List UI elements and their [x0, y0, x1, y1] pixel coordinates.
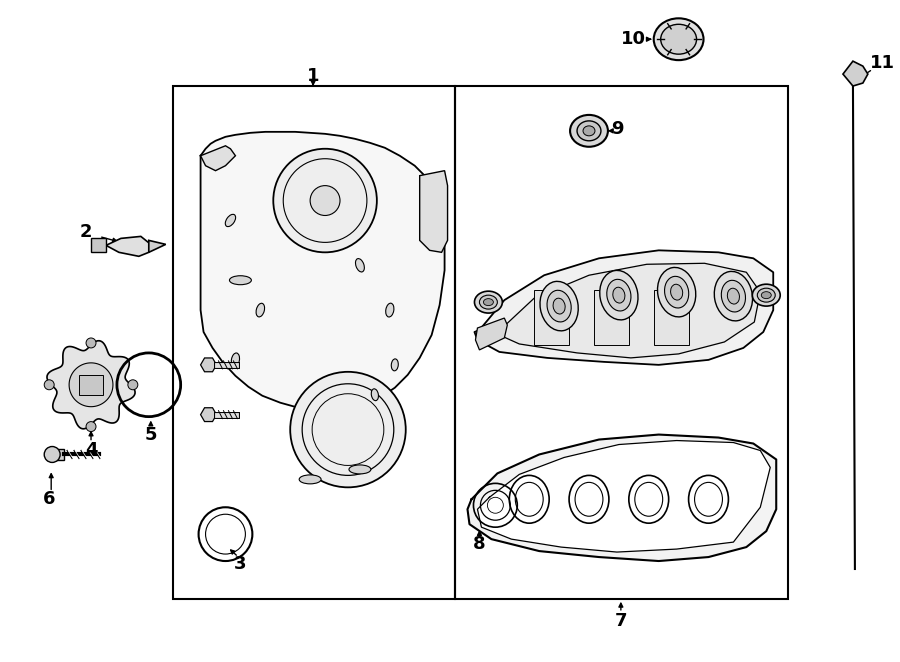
Text: 9: 9	[610, 120, 623, 138]
Circle shape	[310, 185, 340, 216]
Text: 1: 1	[307, 67, 320, 85]
Ellipse shape	[231, 353, 239, 367]
Polygon shape	[500, 263, 760, 358]
Bar	[653, 290, 688, 345]
Text: 7: 7	[615, 612, 627, 630]
Ellipse shape	[757, 288, 775, 302]
Bar	[79, 375, 103, 395]
Ellipse shape	[670, 284, 683, 300]
Text: 2: 2	[80, 223, 93, 242]
Circle shape	[44, 446, 60, 463]
Circle shape	[86, 338, 96, 348]
Ellipse shape	[230, 276, 251, 285]
Circle shape	[128, 380, 138, 390]
Ellipse shape	[225, 214, 236, 226]
Ellipse shape	[356, 259, 364, 272]
Bar	[535, 290, 569, 345]
Ellipse shape	[607, 279, 631, 311]
Polygon shape	[474, 250, 773, 365]
Ellipse shape	[583, 126, 595, 136]
Polygon shape	[201, 132, 445, 412]
Polygon shape	[201, 146, 236, 171]
Ellipse shape	[570, 115, 608, 147]
Text: 11: 11	[870, 54, 896, 72]
Polygon shape	[201, 408, 217, 422]
Polygon shape	[106, 236, 151, 256]
Ellipse shape	[392, 359, 399, 371]
Polygon shape	[843, 61, 868, 86]
Ellipse shape	[577, 121, 601, 141]
Text: 5: 5	[145, 426, 157, 444]
Ellipse shape	[752, 284, 780, 306]
Ellipse shape	[386, 303, 394, 317]
Ellipse shape	[554, 298, 565, 314]
Ellipse shape	[483, 299, 493, 306]
Polygon shape	[69, 363, 112, 406]
Ellipse shape	[599, 270, 638, 320]
Text: 10: 10	[621, 30, 646, 48]
Ellipse shape	[727, 288, 740, 304]
Polygon shape	[475, 318, 508, 350]
Text: 4: 4	[85, 440, 97, 459]
Polygon shape	[47, 341, 135, 429]
Polygon shape	[91, 238, 106, 252]
Polygon shape	[50, 448, 64, 461]
Ellipse shape	[721, 280, 745, 312]
Ellipse shape	[480, 295, 498, 309]
Ellipse shape	[540, 281, 578, 331]
Bar	[594, 290, 629, 345]
Ellipse shape	[664, 276, 689, 308]
Ellipse shape	[256, 303, 265, 317]
Ellipse shape	[653, 19, 704, 60]
Text: 6: 6	[43, 491, 56, 508]
Ellipse shape	[474, 291, 502, 313]
Polygon shape	[148, 240, 166, 252]
Polygon shape	[477, 440, 770, 552]
Bar	[454, 86, 788, 599]
Ellipse shape	[761, 292, 771, 299]
Ellipse shape	[547, 290, 572, 322]
Text: 8: 8	[473, 535, 486, 553]
Ellipse shape	[613, 287, 625, 303]
Circle shape	[86, 422, 96, 432]
Ellipse shape	[661, 24, 697, 54]
Bar	[173, 86, 454, 599]
Polygon shape	[419, 171, 447, 252]
Ellipse shape	[658, 267, 696, 317]
Text: 3: 3	[234, 555, 247, 573]
Circle shape	[274, 149, 377, 252]
Ellipse shape	[299, 475, 321, 484]
Circle shape	[44, 380, 54, 390]
Polygon shape	[467, 434, 776, 561]
Ellipse shape	[715, 271, 752, 321]
Ellipse shape	[349, 465, 371, 474]
Circle shape	[290, 372, 406, 487]
Polygon shape	[201, 358, 217, 372]
Ellipse shape	[372, 389, 379, 401]
